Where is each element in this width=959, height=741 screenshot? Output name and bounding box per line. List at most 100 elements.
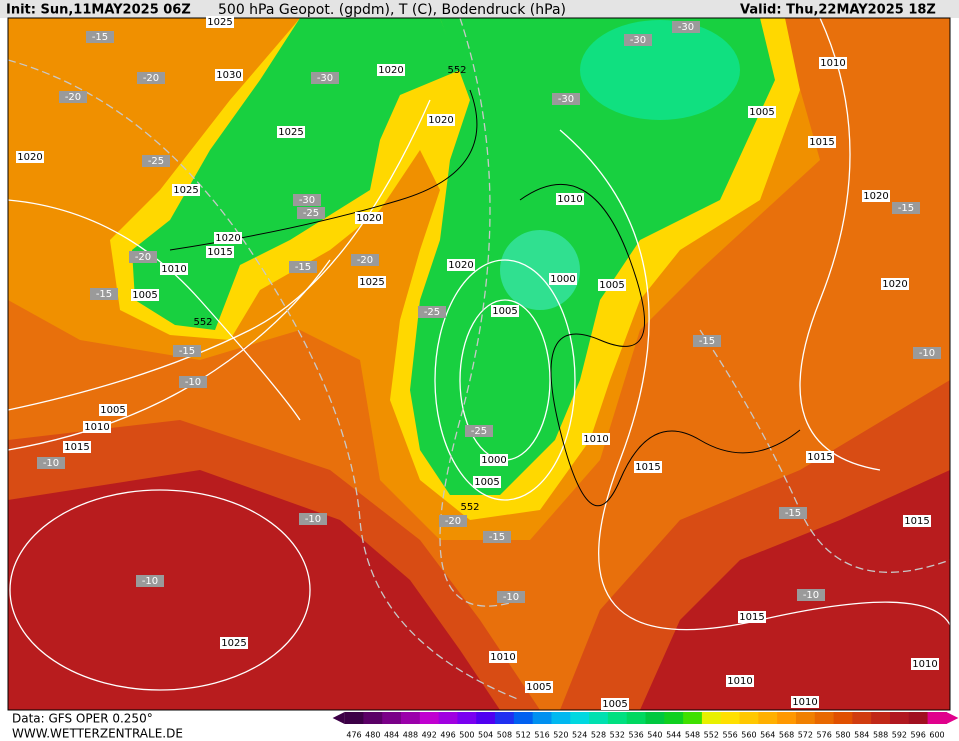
colorbar-label: 600 xyxy=(929,731,944,740)
temperature-label-box xyxy=(37,457,65,469)
map-frame xyxy=(7,17,951,711)
temperature-label-box xyxy=(137,72,165,84)
pressure-label-box xyxy=(63,441,91,453)
colorbar-label: 536 xyxy=(628,731,643,740)
temperature-label: -15 xyxy=(699,336,715,347)
temperature-label-box xyxy=(779,507,807,519)
temperature-label-box xyxy=(624,34,652,46)
colorbar-swatch xyxy=(570,712,590,724)
colorbar-swatch xyxy=(419,712,440,724)
colorbar-swatch xyxy=(476,712,496,724)
pressure-label: 1015 xyxy=(809,137,834,148)
colorbar-swatch xyxy=(551,712,571,724)
temperature-label-box xyxy=(439,515,467,527)
colorbar-swatch xyxy=(344,712,364,724)
colorbar-swatch xyxy=(871,712,891,724)
temperature-label: -10 xyxy=(803,590,819,601)
pressure-label: 1010 xyxy=(912,659,937,670)
colorbar-label: 556 xyxy=(722,731,737,740)
colorbar-swatch xyxy=(532,712,552,724)
temperature-label: -30 xyxy=(317,73,333,84)
valid-time: Valid: Thu,22MAY2025 18Z xyxy=(740,3,936,18)
pressure-label-box xyxy=(582,433,610,445)
temperature-label-box xyxy=(297,207,325,219)
colorbar-label: 532 xyxy=(610,731,625,740)
colorbar-swatch xyxy=(720,712,741,724)
temperature-label: -20 xyxy=(357,255,373,266)
pressure-label: 1015 xyxy=(64,442,89,453)
colorbar-label: 580 xyxy=(835,731,850,740)
pressure-label-box xyxy=(903,515,931,527)
pressure-label: 1015 xyxy=(739,612,764,623)
colorbar-label: 564 xyxy=(760,731,775,740)
pressure-label-box xyxy=(473,476,501,488)
pressure-label: 1005 xyxy=(492,306,517,317)
height-label: 552 xyxy=(447,65,466,76)
pressure-label-box xyxy=(598,279,626,291)
temperature-label-box xyxy=(351,254,379,266)
pressure-label-box xyxy=(489,651,517,663)
pressure-label-box xyxy=(556,193,584,205)
temperature-label: -15 xyxy=(489,532,505,543)
temperature-label-box xyxy=(59,91,87,103)
pressure-label: 1010 xyxy=(727,676,752,687)
pressure-label: 1030 xyxy=(216,70,241,81)
pressure-label-box xyxy=(726,675,754,687)
colorbar-swatch xyxy=(852,712,872,724)
colorbar-swatch xyxy=(795,712,816,724)
pressure-label: 1000 xyxy=(481,455,506,466)
isobar xyxy=(8,99,431,411)
pressure-label: 1005 xyxy=(599,280,624,291)
isobar xyxy=(9,489,311,691)
isobar xyxy=(559,129,950,660)
pressure-label-box xyxy=(447,259,475,271)
pressure-label-box xyxy=(172,184,200,196)
colorbar-label: 496 xyxy=(440,731,455,740)
pressure-label: 1020 xyxy=(428,115,453,126)
pressure-label-box xyxy=(277,126,305,138)
pressure-label: 1010 xyxy=(84,422,109,433)
colorbar-label: 524 xyxy=(572,731,587,740)
pressure-label: 1020 xyxy=(448,260,473,271)
colorbar-swatch xyxy=(438,712,458,724)
temperature-label: -15 xyxy=(92,32,108,43)
pressure-label: 1020 xyxy=(863,191,888,202)
pressure-label: 1020 xyxy=(215,233,240,244)
pressure-label: 1025 xyxy=(173,185,198,196)
temperature-label-box xyxy=(797,589,825,601)
colorbar-swatch xyxy=(889,712,910,724)
temperature-label-box xyxy=(497,591,525,603)
temperature-label-box xyxy=(90,288,118,300)
colorbar-label: 560 xyxy=(741,731,756,740)
height-label: 552 xyxy=(460,502,479,513)
colorbar-swatch xyxy=(589,712,609,724)
pressure-label-box xyxy=(427,114,455,126)
colorbar-swatch xyxy=(683,712,703,724)
colorbar-swatch xyxy=(814,712,835,724)
temperature-label-box xyxy=(86,31,114,43)
temperature-label: -25 xyxy=(303,208,319,219)
pressure-label-box xyxy=(738,611,766,623)
colorbar-label: 508 xyxy=(497,731,512,740)
colorbar-arrow xyxy=(946,712,959,724)
header-bar xyxy=(0,0,959,18)
temperature-label-box xyxy=(293,194,321,206)
colorbar-label: 480 xyxy=(365,731,380,740)
temperature-label-box xyxy=(299,513,327,525)
temperature-label-box xyxy=(129,251,157,263)
pressure-label: 1010 xyxy=(792,697,817,708)
isotherm xyxy=(439,18,521,607)
pressure-label-box xyxy=(525,681,553,693)
pressure-label-box xyxy=(206,16,234,28)
temperature-label: -15 xyxy=(295,262,311,273)
isobar xyxy=(434,259,576,501)
temperature-label-box xyxy=(693,335,721,347)
colorbar-swatch xyxy=(701,712,722,724)
pressure-label-box xyxy=(358,276,386,288)
temperature-label: -15 xyxy=(179,346,195,357)
field xyxy=(410,18,775,495)
pressure-label: 1020 xyxy=(17,152,42,163)
colorbar-label: 476 xyxy=(346,731,361,740)
field xyxy=(500,230,580,310)
